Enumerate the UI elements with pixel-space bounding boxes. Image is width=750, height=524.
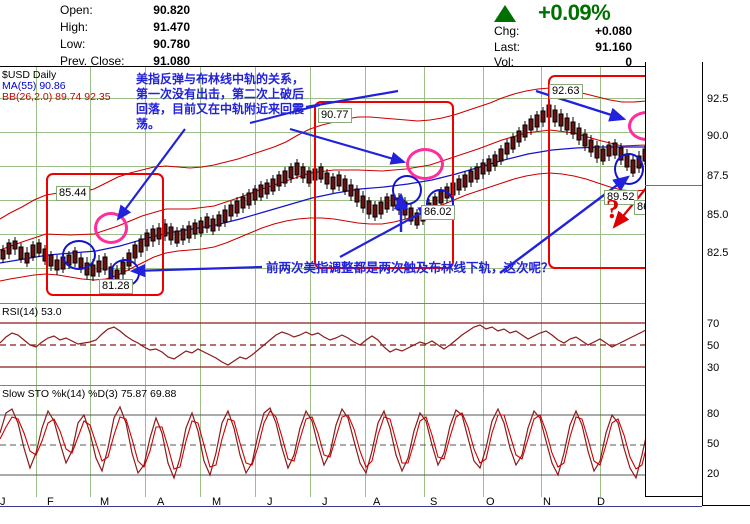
gridline-v (424, 67, 425, 497)
gridline-v (90, 67, 91, 497)
y-tick-label: 90.0 (707, 130, 729, 142)
gridline-v (255, 67, 256, 497)
panel-divider-rsi (0, 303, 702, 304)
x-tick-label: N (543, 496, 551, 508)
x-tick-label: D (597, 496, 605, 508)
y-tick-label: 82.5 (707, 247, 729, 259)
legend-ma: MA(55) 90.86 (2, 80, 66, 92)
x-tick-label: A (373, 496, 381, 508)
y-tick-label-sto: 50 (707, 438, 720, 450)
quote-value-high: 91.470 (153, 20, 190, 34)
quote-label-chg: Chg: (494, 24, 520, 38)
gridline-h (0, 132, 702, 133)
quote-header: Open: 90.820 High: 91.470 Low: 90.780 Pr… (0, 0, 750, 69)
annotation-box-2 (314, 101, 454, 269)
quote-label-open: Open: (60, 3, 93, 17)
price-tag: 90.77 (318, 108, 352, 123)
quote-label-high: High: (60, 20, 89, 34)
quote-value-chg: +0.080 (594, 24, 632, 38)
gridline-v (145, 67, 146, 497)
annotation-box-1 (46, 173, 164, 296)
price-tag: 85.44 (56, 186, 90, 201)
x-tick-label: J (267, 496, 273, 508)
y-tick-label: 92.5 (707, 93, 729, 105)
annotation-question-mark: ? (606, 194, 620, 224)
quote-value-vol: 0 (625, 55, 632, 69)
x-tick-label: M (212, 496, 222, 508)
gridline-h (0, 234, 702, 235)
y-tick-label-rsi: 70 (707, 318, 720, 330)
x-tick-label: J (0, 496, 6, 508)
y-tick-label: 85.0 (707, 209, 729, 221)
legend-bb: BB(26,2.0) 89.74 92.35 (2, 91, 111, 103)
gridline-h (0, 166, 702, 167)
quote-value-last: 91.160 (595, 40, 632, 54)
overlay-divider (645, 185, 703, 186)
chart-frame: $USD Daily MA(55) 90.86 BB(26,2.0) 89.74… (0, 62, 750, 523)
y-tick-label-sto: 20 (707, 468, 720, 480)
quote-value-prev-close: 91.080 (153, 54, 190, 68)
rsi-plot (0, 322, 703, 368)
price-tag: 86.02 (421, 205, 455, 220)
price-tag: 92.63 (549, 84, 583, 99)
x-tick-label: A (157, 496, 165, 508)
y-tick-label-rsi: 50 (707, 340, 720, 352)
quote-label-low: Low: (60, 37, 86, 51)
y-tick-label-rsi: 30 (707, 362, 720, 374)
x-tick-label: M (100, 496, 110, 508)
y-axis-price: 92.5 90.0 87.5 85.0 82.5 70 50 30 80 50 … (702, 66, 750, 506)
legend-sto: Slow STO %k(14) %D(3) 75.87 69.88 (2, 388, 177, 400)
legend-rsi: RSI(14) 53.0 (2, 306, 62, 318)
x-tick-label: F (47, 496, 54, 508)
legend-symbol: $USD Daily (2, 69, 57, 81)
gridline-v (541, 67, 542, 497)
y-tick-label: 87.5 (707, 170, 729, 182)
quote-label-last: Last: (494, 40, 521, 54)
gridline-v (310, 67, 311, 497)
price-tag: 81.28 (99, 279, 133, 294)
gridline-v (600, 67, 601, 497)
annotation-circle-blue (62, 240, 96, 270)
sto-plot (0, 405, 703, 480)
x-tick-label: S (430, 496, 438, 508)
x-axis: J F M A M J J A S O N D (0, 496, 702, 524)
change-percent: +0.09% (538, 0, 611, 25)
x-tick-label: J (322, 496, 328, 508)
gridline-v (483, 67, 484, 497)
quote-value-low: 90.780 (153, 37, 190, 51)
panel-divider-sto (0, 385, 702, 386)
x-tick-label: O (486, 496, 495, 508)
y-tick-label-sto: 80 (707, 408, 720, 420)
up-triangle-icon (494, 5, 516, 22)
annotation-circle-pink (94, 212, 128, 244)
annotation-note-top: 美指反弹与布林线中轨的关系，第一次没有出击，第二次上破后回落，目前又在中轨附近来… (136, 72, 305, 131)
annotation-note-bottom: 前两次美指调整都是两次触及布林线下轨，这次呢？ (266, 260, 554, 275)
right-overlay-panel (645, 62, 703, 497)
price-tag: 89.52 (604, 190, 638, 205)
gridline-v (200, 67, 201, 497)
gridline-v (36, 67, 37, 497)
quote-label-vol: Vol: (494, 55, 515, 69)
annotation-circle-pink (406, 148, 444, 180)
gridline-v (365, 67, 366, 497)
quote-label-prev-close: Prev. Close: (60, 54, 125, 68)
quote-value-open: 90.820 (153, 3, 190, 17)
